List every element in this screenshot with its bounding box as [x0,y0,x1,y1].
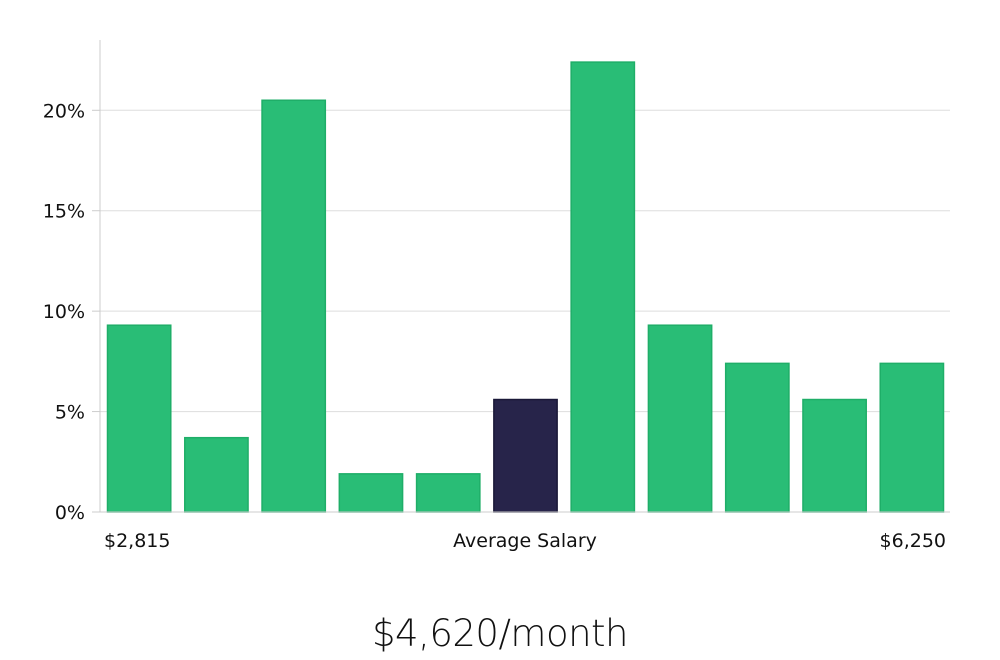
bar [415,473,481,513]
salary-histogram: 0% 5% 10% 15% 20% $2,815 Average Salary $6,2… [43,40,950,552]
highlighted-bar [493,398,558,513]
bar [802,398,867,513]
bar [647,324,713,513]
bars [106,61,945,513]
bar [261,99,327,513]
bar [338,473,404,513]
bar [184,436,249,513]
y-tick-label: 15% [43,201,85,223]
x-center-label: Average Salary [453,530,597,552]
y-tick-label: 5% [55,402,85,424]
axes [92,40,950,513]
bar [570,61,636,513]
y-tick-label: 0% [55,502,85,524]
bar [106,324,172,513]
y-tick-label: 20% [43,100,85,122]
y-tick-label: 10% [43,301,85,323]
bar [879,362,945,513]
average-salary-value: $4,620/month [371,612,629,655]
x-min-label: $2,815 [104,530,170,552]
x-max-label: $6,250 [880,530,946,552]
bar [724,362,790,513]
gridlines [100,109,950,413]
tick-labels: 0% 5% 10% 15% 20% [43,100,85,524]
